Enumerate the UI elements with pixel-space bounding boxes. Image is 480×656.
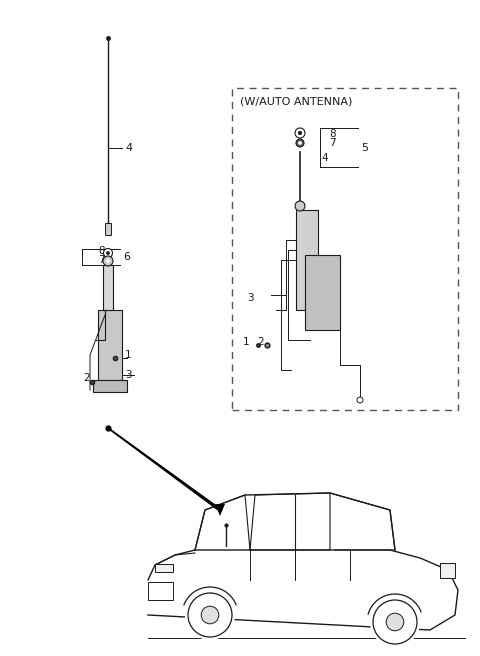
Text: 4: 4 [125, 143, 132, 153]
Text: 3: 3 [247, 293, 254, 303]
Circle shape [370, 597, 420, 647]
Bar [93, 380, 127, 392]
Bar [155, 564, 173, 572]
Circle shape [104, 249, 112, 258]
Text: 6: 6 [123, 252, 130, 262]
Polygon shape [215, 504, 225, 516]
Circle shape [107, 260, 109, 262]
Text: 2: 2 [84, 373, 90, 383]
Bar [148, 582, 173, 600]
Circle shape [201, 606, 219, 624]
Circle shape [185, 590, 235, 640]
Circle shape [104, 257, 112, 265]
Bar [305, 255, 340, 330]
Circle shape [103, 256, 113, 266]
Bar [296, 210, 318, 310]
Circle shape [373, 600, 417, 644]
Bar [105, 223, 111, 235]
Text: 1: 1 [242, 337, 249, 347]
Circle shape [386, 613, 404, 631]
Circle shape [188, 593, 232, 637]
Text: (W/AUTO ANTENNA): (W/AUTO ANTENNA) [240, 96, 352, 106]
Circle shape [299, 142, 301, 144]
Text: 8: 8 [98, 246, 105, 256]
Polygon shape [107, 428, 223, 510]
Circle shape [296, 139, 304, 147]
Circle shape [357, 397, 363, 403]
Circle shape [107, 251, 109, 255]
Text: 1: 1 [125, 350, 132, 360]
Circle shape [298, 131, 302, 134]
Circle shape [295, 201, 305, 211]
Text: 5: 5 [361, 143, 368, 153]
Text: 3: 3 [125, 370, 132, 380]
Bar [103, 265, 113, 310]
Text: 2: 2 [257, 337, 264, 347]
Text: 4: 4 [321, 153, 328, 163]
Bar [232, 88, 458, 410]
Text: 7: 7 [98, 255, 105, 265]
Bar [440, 563, 455, 578]
Text: 7: 7 [329, 138, 336, 148]
Circle shape [295, 128, 305, 138]
Bar [98, 310, 122, 380]
Text: 8: 8 [329, 129, 336, 139]
